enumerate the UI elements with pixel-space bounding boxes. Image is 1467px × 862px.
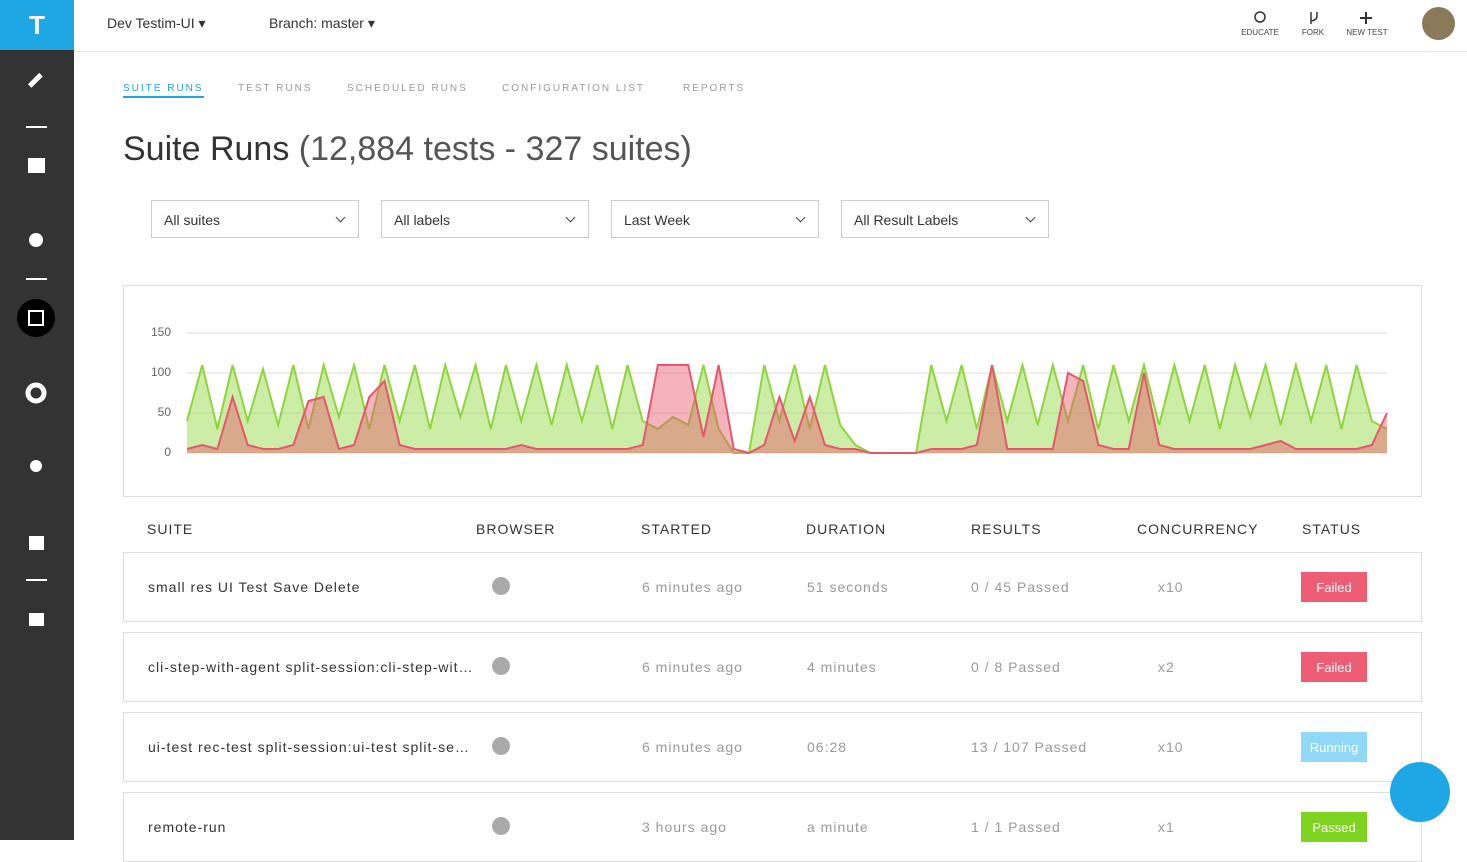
status-badge: Failed — [1301, 572, 1367, 602]
status-badge: Failed — [1301, 652, 1367, 682]
column-header: STATUS — [1302, 521, 1362, 537]
concurrency: x10 — [1158, 739, 1184, 755]
users-icon[interactable] — [30, 460, 42, 472]
area — [187, 365, 1387, 453]
column-header: DURATION — [806, 521, 887, 537]
column-header: BROWSER — [476, 521, 556, 537]
results: 0 / 8 Passed — [971, 659, 1061, 675]
action-icons — [1254, 11, 1372, 24]
suite-name: remote-run — [148, 819, 227, 835]
project-name: Dev Testim-UI — [107, 15, 195, 31]
duration: 4 minutes — [807, 659, 877, 675]
page-title: Suite Runs (12,884 tests - 327 suites) — [123, 130, 692, 169]
status-badge: Passed — [1301, 812, 1367, 842]
column-header: RESULTS — [971, 521, 1042, 537]
runs-glyph — [28, 310, 44, 326]
title-main: Suite Runs — [123, 130, 290, 168]
started: 6 minutes ago — [642, 659, 743, 675]
started: 3 hours ago — [642, 819, 727, 835]
column-header: CONCURRENCY — [1137, 521, 1259, 537]
branch-select[interactable]: Branch: master ▾ — [269, 15, 375, 31]
results: 0 / 45 Passed — [971, 579, 1070, 595]
status-badge: Running — [1301, 732, 1367, 762]
sidebar-icons — [17, 72, 55, 626]
table-row[interactable]: cli-step-with-agent split-session:cli-st… — [123, 632, 1422, 702]
bulb-icon — [1254, 11, 1266, 23]
suite-name: cli-step-with-agent split-session:cli-st… — [148, 659, 473, 675]
line — [186, 361, 1388, 454]
settings-icon[interactable] — [25, 382, 47, 404]
runs-icon[interactable] — [17, 299, 55, 337]
concurrency: x1 — [1158, 819, 1175, 835]
browser-icon — [492, 737, 510, 755]
tab[interactable]: SCHEDULED RUNS — [347, 83, 468, 94]
fork-icon — [1310, 12, 1318, 24]
avatar[interactable] — [1422, 7, 1455, 40]
table-row[interactable]: remote-run 3 hours ago a minute 1 / 1 Passe… — [123, 792, 1422, 862]
edit-icon[interactable] — [27, 72, 43, 88]
y-tick-label: 0 — [164, 445, 171, 459]
list-icon[interactable] — [28, 158, 45, 173]
filter-dropdown[interactable]: All Result Labels — [841, 200, 1049, 238]
browser-icon — [492, 817, 510, 835]
duration: a minute — [807, 819, 869, 835]
sidebar: T — [0, 0, 74, 840]
started: 6 minutes ago — [642, 579, 743, 595]
y-tick-label: 50 — [158, 405, 172, 419]
fork-button[interactable]: FORK — [1301, 28, 1325, 37]
branch-name: Branch: master — [269, 15, 364, 31]
column-header: STARTED — [641, 521, 713, 537]
y-tick-label: 100 — [151, 365, 171, 379]
tab[interactable]: SUITE RUNS — [123, 83, 204, 98]
tab[interactable]: TEST RUNS — [238, 83, 313, 94]
duration: 06:28 — [807, 739, 848, 755]
grid-icon[interactable] — [29, 613, 44, 626]
agent-icon[interactable] — [29, 536, 44, 550]
table-row[interactable]: ui-test rec-test split-session:ui-test s… — [123, 712, 1422, 782]
bug-icon[interactable] — [29, 233, 43, 247]
results: 13 / 107 Passed — [971, 739, 1088, 755]
concurrency: x2 — [1158, 659, 1175, 675]
tab[interactable]: CONFIGURATION LIST — [502, 83, 646, 94]
tab[interactable]: REPORTS — [683, 83, 746, 94]
column-header: SUITE — [147, 521, 194, 537]
y-tick-label: 150 — [151, 325, 171, 339]
duration: 51 seconds — [807, 579, 889, 595]
filter-dropdown[interactable]: Last Week — [611, 200, 819, 238]
plus-icon — [1360, 12, 1372, 24]
chat-button[interactable] — [1390, 762, 1450, 822]
area — [187, 365, 1387, 453]
line — [186, 364, 1388, 455]
suite-name: small res UI Test Save Delete — [148, 579, 361, 595]
new-test-button[interactable]: NEW TEST — [1346, 28, 1388, 37]
started: 6 minutes ago — [642, 739, 743, 755]
topbar: Dev Testim-UI ▾ Branch: master ▾ EDUCATE… — [74, 0, 1467, 52]
logo[interactable]: T — [0, 0, 74, 50]
chart: 0 50 100 150 — [151, 325, 1388, 459]
browser-icon — [492, 657, 510, 675]
filter-dropdown[interactable]: All labels — [381, 200, 589, 238]
educate-button[interactable]: EDUCATE — [1241, 28, 1279, 37]
page: {"sidebar": {"logo": "T"}, "topbar": {"p… — [0, 0, 1467, 840]
filter-dropdown[interactable]: All suites — [151, 200, 359, 238]
concurrency: x10 — [1158, 579, 1184, 595]
chart-container: 0 50 100 150 — [123, 285, 1422, 497]
suite-name: ui-test rec-test split-session:ui-test s… — [148, 739, 473, 755]
project-select[interactable]: Dev Testim-UI ▾ — [107, 15, 206, 31]
results: 1 / 1 Passed — [971, 819, 1061, 835]
browser-icon — [492, 577, 510, 595]
title-detail: (12,884 tests - 327 suites) — [298, 130, 692, 168]
table-row[interactable]: small res UI Test Save Delete 6 minutes a… — [123, 552, 1422, 622]
